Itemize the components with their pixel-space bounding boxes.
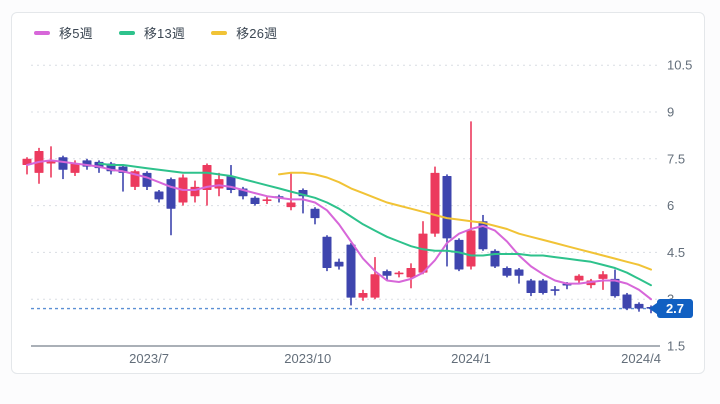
candle-body xyxy=(634,303,644,309)
chart-card: 移5週 移13週 移26週 10.597.564.531.52023/72023… xyxy=(11,12,705,374)
candlestick-chart-canvas[interactable]: 10.597.564.531.52023/72023/102024/12024/… xyxy=(12,13,704,373)
candle-body xyxy=(598,274,608,279)
candle-body xyxy=(310,208,320,219)
price-badge-value: 2.7 xyxy=(666,301,684,316)
candle-body xyxy=(154,191,164,200)
price-badge-arrow xyxy=(649,301,659,316)
ma-line-2 xyxy=(278,171,652,271)
y-tick-label: 1.5 xyxy=(667,339,685,354)
ma-line-0 xyxy=(26,159,652,301)
ma26-swatch-icon xyxy=(211,30,228,35)
legend-label-ma13: 移13週 xyxy=(143,26,186,41)
candle-body xyxy=(202,165,212,190)
candle-body xyxy=(418,233,428,273)
y-tick-label: 4.5 xyxy=(667,245,685,260)
candle-body xyxy=(478,221,488,250)
price-badge xyxy=(657,299,693,319)
candle-body xyxy=(346,244,356,298)
candle-body xyxy=(358,292,368,298)
x-tick-label: 2023/10 xyxy=(284,351,331,366)
candle-body xyxy=(142,172,152,187)
chart-legend: 移5週 移13週 移26週 xyxy=(34,23,277,42)
legend-item-ma26[interactable]: 移26週 xyxy=(211,23,277,42)
candle-body xyxy=(286,202,296,208)
ma13-swatch-icon xyxy=(118,30,135,35)
candle-body xyxy=(526,280,536,293)
candle-body xyxy=(166,179,176,209)
candle-body xyxy=(430,172,440,234)
y-tick-label: 7.5 xyxy=(667,151,685,166)
candle-body xyxy=(454,239,464,270)
legend-item-ma13[interactable]: 移13週 xyxy=(118,23,186,42)
candle-body xyxy=(574,275,584,281)
ma-line-1 xyxy=(98,162,652,287)
candle-body xyxy=(370,274,380,298)
candle-body xyxy=(622,294,632,309)
candle-body xyxy=(538,280,548,293)
candle-body xyxy=(322,236,332,268)
y-tick-label: 6 xyxy=(667,198,674,213)
candle-body xyxy=(550,289,560,291)
candle-body xyxy=(58,157,68,170)
candle-body xyxy=(70,163,80,173)
x-tick-label: 2023/7 xyxy=(129,351,169,366)
candle-body xyxy=(214,179,224,189)
y-tick-label: 10.5 xyxy=(667,58,692,73)
x-tick-label: 2024/1 xyxy=(451,351,491,366)
x-tick-label: 2024/4 xyxy=(621,351,661,366)
ma5-swatch-icon xyxy=(34,30,50,35)
candle-body xyxy=(442,175,452,239)
legend-label-ma26: 移26週 xyxy=(236,26,278,41)
candle-body xyxy=(514,269,524,276)
candle-body xyxy=(334,261,344,267)
y-tick-label: 9 xyxy=(667,105,674,120)
candle-body xyxy=(382,271,392,276)
legend-item-ma5[interactable]: 移5週 xyxy=(34,23,93,42)
candle-body xyxy=(502,268,512,276)
legend-label-ma5: 移5週 xyxy=(59,26,93,41)
candle-body xyxy=(406,268,416,278)
candle-body xyxy=(610,278,620,297)
candle-body xyxy=(394,272,404,275)
candle-body xyxy=(262,199,272,201)
candle-body xyxy=(466,230,476,267)
candle-body xyxy=(250,197,260,205)
